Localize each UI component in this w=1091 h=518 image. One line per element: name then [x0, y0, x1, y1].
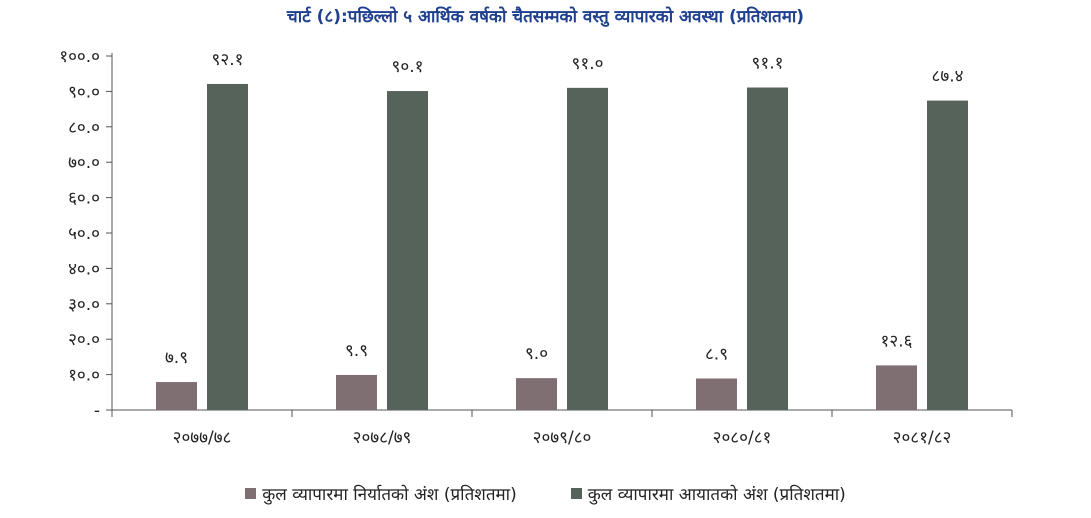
- bar-imports: [927, 100, 968, 410]
- bar-imports: [567, 87, 608, 411]
- legend-swatch-imports: [570, 488, 582, 499]
- y-tick-label: ५०.०: [68, 224, 100, 244]
- x-tick-label: २०७९/८०: [533, 428, 592, 448]
- bar-imports: [207, 83, 248, 410]
- y-tick-label: ८०.०: [68, 118, 100, 138]
- x-tick-label: २०७८/७९: [353, 428, 412, 448]
- data-label-exports: ७.९: [165, 348, 188, 368]
- data-label-exports: ८.९: [705, 344, 728, 364]
- data-label-imports: ९०.१: [392, 57, 424, 77]
- y-tick-label: ६०.०: [68, 189, 100, 209]
- x-tick-label: २०८१/८२: [893, 428, 952, 448]
- x-tick-label: २०८०/८१: [713, 428, 772, 448]
- data-label-imports: ९१.१: [752, 54, 784, 74]
- y-tick-label: ३०.०: [68, 295, 100, 315]
- bar-exports: [156, 382, 197, 410]
- data-labels: ७.९ ९.९ ९.० ८.९ १२.६ ९२.१ ९०.१ ९१.० ९१.१ ८७.४: [165, 50, 964, 368]
- y-tick-label: २०.०: [68, 330, 100, 350]
- legend-label-exports: कुल व्यापारमा निर्यातको अंश (प्रतिशतमा): [262, 485, 517, 505]
- data-label-imports: ८७.४: [932, 67, 964, 87]
- data-label-imports: ९२.१: [212, 50, 244, 70]
- bar-imports: [747, 87, 788, 411]
- y-tick-label: १००.०: [59, 47, 100, 67]
- legend-swatch-exports: [245, 488, 257, 499]
- legend-item-imports: कुल व्यापारमा आयातको अंश (प्रतिशतमा): [570, 482, 846, 505]
- y-tick-label: १०.०: [68, 366, 100, 386]
- bar-exports: [516, 378, 557, 410]
- x-axis: २०७७/७८ २०७८/७९ २०७९/८० २०८०/८१ २०८१/८२: [111, 409, 1013, 448]
- chart-title: चार्ट (८):पछिल्लो ५ आर्थिक वर्षको चैतसम्…: [286, 7, 805, 27]
- bar-imports: [387, 91, 428, 411]
- bar-exports: [336, 374, 377, 410]
- y-tick-label: ९०.०: [68, 82, 100, 102]
- bar-chart: - १०.० २०.० ३०.० ४०.० ५०.० ६०.० ७०.० ८०.० ९०.० १००…: [59, 47, 1013, 448]
- y-tick-label: ४०.०: [68, 259, 100, 279]
- data-label-exports: ९.०: [525, 344, 548, 364]
- legend-label-imports: कुल व्यापारमा आयातको अंश (प्रतिशतमा): [587, 485, 846, 505]
- data-label-imports: ९१.०: [572, 54, 604, 74]
- x-tick-label: २०७७/७८: [173, 428, 232, 448]
- data-label-exports: ९.९: [345, 341, 368, 361]
- bar-exports: [876, 365, 917, 410]
- y-axis: - १०.० २०.० ३०.० ४०.० ५०.० ६०.० ७०.० ८०.० ९०.० १००…: [59, 47, 113, 421]
- data-label-exports: १२.६: [881, 331, 913, 351]
- bar-exports: [696, 378, 737, 410]
- bars: [156, 83, 968, 411]
- y-tick-label: -: [94, 401, 100, 421]
- y-tick-label: ७०.०: [68, 153, 100, 173]
- legend: कुल व्यापारमा निर्यातको अंश (प्रतिशतमा) …: [0, 482, 1091, 505]
- legend-item-exports: कुल व्यापारमा निर्यातको अंश (प्रतिशतमा): [245, 482, 517, 505]
